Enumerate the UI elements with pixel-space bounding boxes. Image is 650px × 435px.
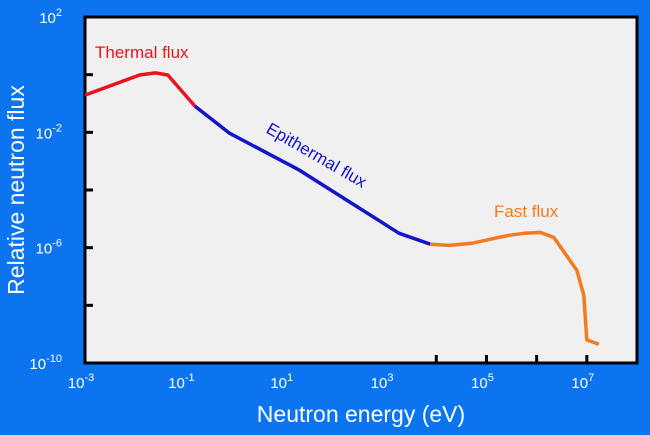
y-tick-label: 10-6 (36, 238, 62, 258)
y-tick-label: 10-2 (36, 122, 62, 142)
y-axis-label: Relative neutron flux (3, 85, 29, 295)
x-tick-label: 107 (571, 372, 594, 392)
y-tick-label: 10-10 (29, 353, 62, 373)
x-axis-label: Neutron energy (eV) (257, 401, 465, 427)
x-tick-label: 10-3 (68, 372, 94, 392)
thermal-flux-line (84, 71, 197, 108)
x-tick-label: 101 (270, 372, 293, 392)
x-tick-label: 10-1 (168, 372, 194, 392)
thermal-flux-label: Thermal flux (95, 43, 189, 62)
x-tick-label: 103 (371, 372, 394, 392)
plot-area (83, 15, 639, 365)
fast-flux-line (430, 230, 600, 346)
fast-flux-label: Fast flux (494, 202, 559, 221)
epithermal-flux-line (193, 104, 431, 246)
x-tick-label: 105 (471, 372, 494, 392)
y-tick-label: 102 (39, 7, 62, 27)
